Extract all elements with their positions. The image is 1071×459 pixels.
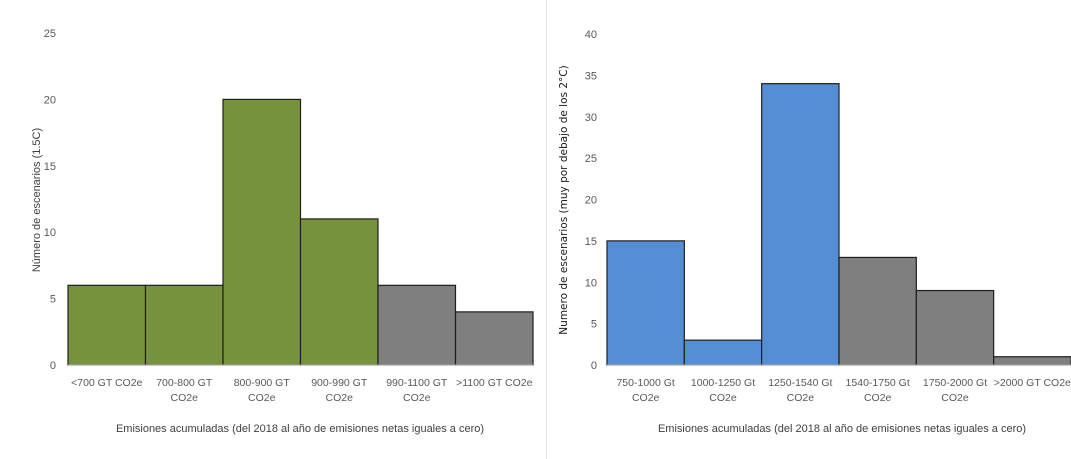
y-tick-label: 25 (585, 153, 597, 165)
x-category-label: >1100 GT CO2e (456, 377, 533, 389)
y-tick-label: 35 (585, 70, 597, 82)
y-axis-title: Numero de escenarios (muy por debajo de … (558, 65, 570, 334)
x-category-label: CO2e (864, 392, 892, 404)
x-category-label: CO2e (248, 392, 276, 404)
x-axis-title: Emisiones acumuladas (del 2018 al año de… (116, 423, 484, 435)
x-category-label: 990-1100 GT (386, 377, 448, 389)
y-tick-label: 0 (591, 360, 597, 372)
histogram-1p5c: 0 5 10 15 20 25 <700 GT CO2e 700-800 GT CO2e 800-… (31, 28, 534, 435)
histogram-bar (606, 240, 685, 366)
x-category-label: 900-990 GT (311, 377, 368, 389)
histogram-bar (761, 83, 840, 366)
y-tick-label: 10 (585, 277, 597, 289)
histogram-bar (838, 256, 917, 366)
chart-panel-right: 0 5 10 15 20 25 30 35 40 750-1000 Gt CO2e 1000-1250… (547, 0, 1071, 459)
y-tick-label: 5 (50, 294, 56, 306)
x-category-label: 750-1000 Gt (616, 377, 674, 389)
x-category-label: 800-900 GT (234, 377, 291, 389)
y-tick-label: 0 (50, 360, 56, 372)
x-category-label: CO2e (941, 392, 969, 404)
x-category-label: CO2e (171, 392, 199, 404)
histogram-bar (915, 289, 995, 366)
y-tick-label: 30 (585, 112, 597, 124)
x-category-label: 700-800 GT (156, 377, 213, 389)
x-category-label: 1540-1750 Gt (846, 377, 910, 389)
x-category-label: >2000 GT CO2e (994, 377, 1071, 389)
x-category-label: CO2e (787, 392, 815, 404)
x-axis-title: Emisiones acumuladas (del 2018 al año de… (658, 423, 1026, 435)
histogram-bar (67, 284, 147, 366)
y-tick-label: 10 (44, 227, 56, 239)
histogram-bar (683, 339, 763, 366)
chart-panel-left: 0 5 10 15 20 25 <700 GT CO2e 700-800 GT CO2e 800-… (31, 0, 547, 459)
x-category-label: CO2e (403, 392, 431, 404)
x-category-label: 1000-1250 Gt (691, 377, 755, 389)
histogram-bar (993, 356, 1071, 366)
x-category-label: 1250-1540 Gt (768, 377, 832, 389)
y-tick-label: 15 (44, 161, 56, 173)
histogram-2c: 0 5 10 15 20 25 30 35 40 750-1000 Gt CO2e 1000-1250… (558, 29, 1071, 435)
x-category-label: <700 GT CO2e (71, 377, 142, 389)
histogram-bar (144, 284, 224, 366)
y-tick-label: 40 (585, 29, 597, 41)
y-axis-title: Número de escenarios (1.5C) (31, 128, 43, 272)
histogram-bar (377, 284, 457, 366)
histogram-bar (222, 98, 302, 366)
y-tick-label: 5 (591, 319, 597, 331)
x-category-label: 1750-2000 Gt (923, 377, 987, 389)
x-category-label: CO2e (632, 392, 660, 404)
x-category-label: CO2e (709, 392, 737, 404)
y-tick-label: 25 (44, 28, 56, 40)
y-tick-label: 20 (44, 94, 56, 106)
histogram-bar (299, 218, 379, 366)
y-tick-label: 15 (585, 236, 597, 248)
y-tick-label: 20 (585, 195, 597, 207)
x-category-label: CO2e (326, 392, 354, 404)
histogram-bar (454, 311, 534, 366)
